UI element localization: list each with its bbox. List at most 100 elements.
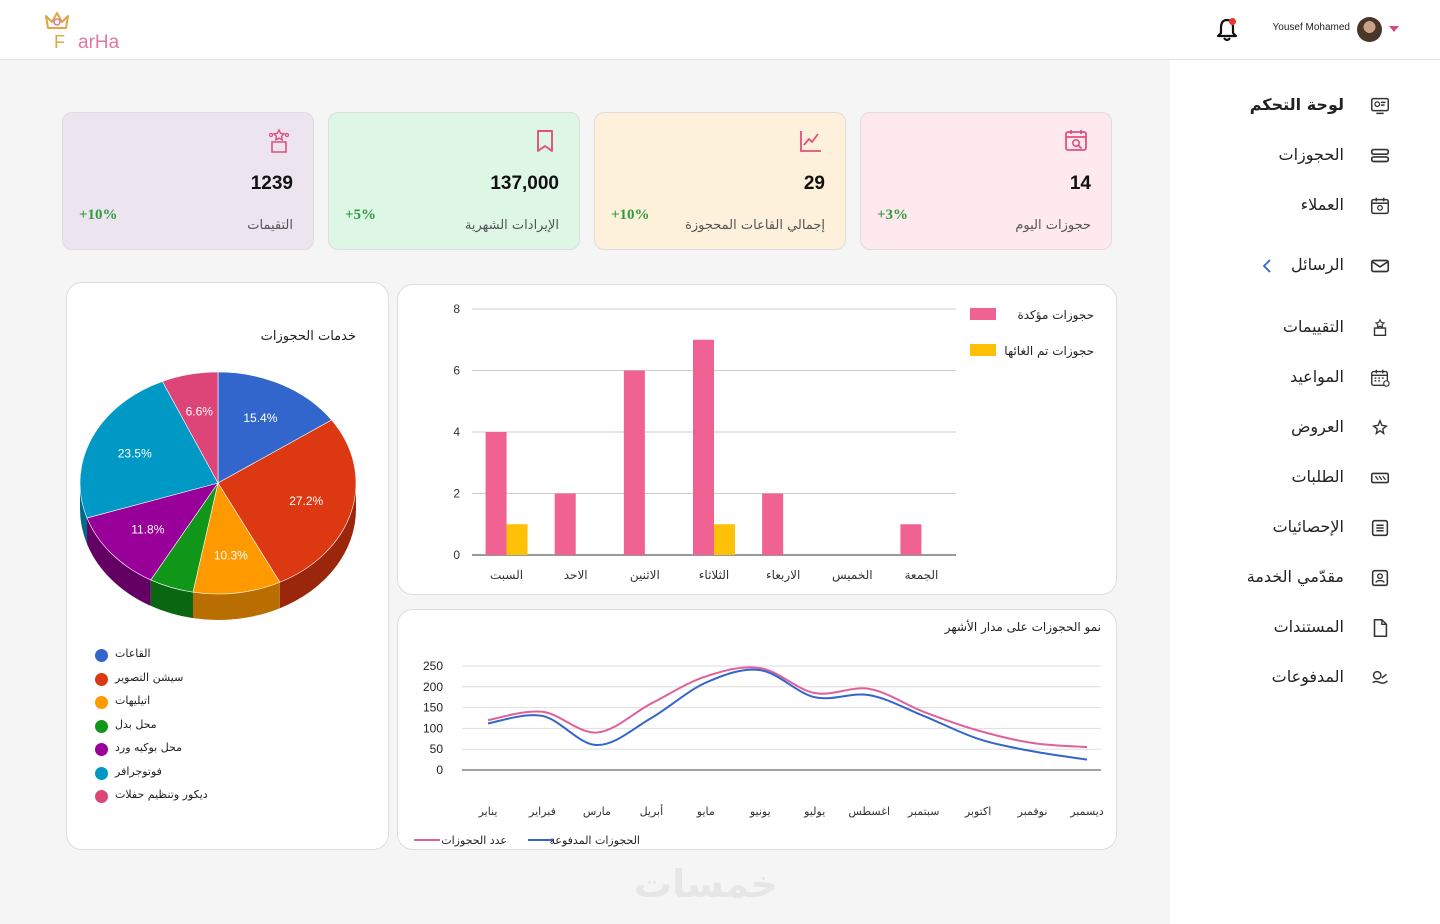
stat-label: حجوزات اليوم [1015, 218, 1091, 233]
logo-letter: F [54, 32, 65, 52]
chevron-down-icon[interactable] [1389, 26, 1399, 32]
stat-card[interactable]: 14 حجوزات اليوم +3% [860, 112, 1112, 250]
stat-label: الإيرادات الشهرية [464, 218, 559, 233]
bar [693, 339, 714, 555]
pie-slice [161, 371, 219, 484]
y-tick-label: 50 [430, 742, 444, 756]
legend-swatch [95, 743, 108, 756]
crown-icon [45, 12, 69, 29]
stat-card[interactable]: 137,000 الإيرادات الشهرية +5% [328, 112, 580, 250]
pie-slice-side [150, 579, 193, 619]
x-tick-label: اكتوبر [964, 805, 991, 818]
offers-icon [1371, 418, 1389, 436]
chevron-left-icon[interactable] [1260, 258, 1274, 274]
pie-chart-title: خدمات الحجوزات [260, 329, 356, 344]
pie-slice-label: 27.2% [289, 494, 323, 508]
sidebar-item-bookings[interactable]: الحجوزات [1170, 138, 1440, 174]
legend-swatch [970, 344, 996, 356]
legend-label: حجوزات مؤكدة [1017, 308, 1094, 323]
legend-swatch [95, 672, 108, 686]
x-tick-label: الاحد [564, 568, 588, 582]
y-tick-label: 8 [453, 302, 460, 316]
sidebar-item-providers[interactable]: مقدّمي الخدمة [1170, 560, 1440, 596]
legend-swatch [95, 696, 108, 709]
sidebar-item-documents[interactable]: المستندات [1170, 610, 1440, 646]
documents-icon [1373, 618, 1388, 638]
avatar[interactable] [1357, 17, 1382, 42]
sidebar-item-label: العملاء [1300, 195, 1344, 214]
sidebar-item-label: التقييمات [1282, 317, 1344, 336]
sidebar-item-offers[interactable]: العروض [1170, 410, 1440, 446]
pie-slice-label: 15.4% [243, 411, 277, 425]
line-chart: نمو الحجوزات على مدار الأشهر 0 50 100 150 200… [414, 619, 1104, 847]
sidebar-item-dashboard[interactable]: لوحة التحكم [1170, 88, 1440, 124]
pie-slice-side [192, 582, 280, 620]
sidebar-item-label: المستندات [1273, 617, 1344, 636]
watermark: خمسات [634, 862, 778, 906]
stat-value: 14 [1069, 173, 1091, 194]
x-tick-label: يوليو [803, 805, 825, 818]
legend-label: محل بدل [115, 717, 157, 731]
bookmark-icon [537, 130, 553, 152]
x-tick-label: الاثنين [630, 568, 660, 583]
sidebar-item-payments[interactable]: المدفوعات [1170, 660, 1440, 696]
legend-label: محل بوكيه ورد [115, 741, 183, 754]
x-tick-label: الاربعاء [766, 568, 800, 583]
bar [623, 370, 645, 555]
bar [485, 432, 507, 555]
pie-slice [79, 381, 219, 519]
y-tick-label: 200 [423, 680, 443, 694]
calendar-search-icon [1065, 130, 1087, 151]
x-tick-label: ديسمبر [1069, 805, 1104, 818]
sidebar-item-tickets[interactable]: الطلبات [1170, 460, 1440, 496]
bell-icon[interactable] [1214, 17, 1240, 43]
legend-label: فوتوجرافر [115, 764, 162, 778]
pie-chart: 15.4% 27.2% 10.3% 11.8% 23.5% 6.6% [79, 371, 357, 620]
bar [762, 493, 784, 555]
stars-icon [268, 128, 290, 153]
line-chart-title: نمو الحجوزات على مدار الأشهر [944, 619, 1101, 635]
bookings-icon [1370, 148, 1390, 163]
sidebar-item-label: مقدّمي الخدمة [1246, 567, 1344, 586]
legend-label: القاعات [115, 647, 151, 660]
pie-slice [217, 371, 333, 484]
stat-change: +10% [79, 207, 118, 223]
x-tick-label: نوفمبر [1017, 805, 1048, 818]
sidebar-item-label: المواعيد [1289, 367, 1344, 386]
pie-slice-side [87, 517, 151, 606]
sidebar-item-label: الرسائل [1291, 255, 1344, 274]
pie-chart-panel: خدمات الحجوزات 15.4% 27.2% 10.3% 11.8% 23.5%… [66, 282, 389, 850]
dashboard-icon [1371, 97, 1389, 115]
sidebar-item-ratings[interactable]: التقييمات [1170, 310, 1440, 346]
sidebar-item-label: المدفوعات [1271, 667, 1344, 686]
sidebar-item-mail[interactable]: الرسائل [1170, 248, 1440, 284]
sidebar-item-stats[interactable]: الإحصائيات [1170, 510, 1440, 546]
bar [900, 524, 922, 555]
user-name[interactable]: Yousef Mohamed [1272, 22, 1350, 33]
x-tick-label: سبتمبر [907, 805, 940, 818]
tickets-icon [1370, 472, 1390, 484]
stat-value: 137,000 [490, 173, 559, 194]
sidebar-item-clients[interactable]: العملاء [1170, 188, 1440, 224]
y-tick-label: 100 [423, 721, 443, 735]
x-tick-label: اغسطس [848, 805, 890, 818]
pie-slice [192, 482, 281, 595]
x-tick-label: مايو [696, 805, 715, 818]
stat-card[interactable]: 29 إجمالي القاعات المحجوزة +10% [594, 112, 846, 250]
stat-label: إجمالي القاعات المحجوزة [685, 218, 825, 233]
bar [506, 524, 528, 555]
stat-card[interactable]: 1239 التقيمات +10% [62, 112, 314, 250]
y-tick-label: 250 [423, 659, 443, 673]
pie-slice [86, 482, 219, 581]
sidebar-item-calendar[interactable]: المواعيد [1170, 360, 1440, 396]
legend-swatch [970, 308, 996, 320]
stat-label: التقيمات [247, 218, 293, 233]
legend-label: اتيليهات [115, 694, 151, 707]
farha-logo[interactable]: F arHa [40, 8, 160, 56]
y-tick-label: 0 [436, 763, 443, 777]
legend-swatch [95, 790, 108, 803]
sidebar-item-label: الحجوزات [1278, 145, 1344, 164]
x-tick-label: الثلاثاء [699, 568, 729, 582]
x-tick-label: يونيو [749, 805, 771, 818]
calendar-icon [1371, 369, 1390, 387]
